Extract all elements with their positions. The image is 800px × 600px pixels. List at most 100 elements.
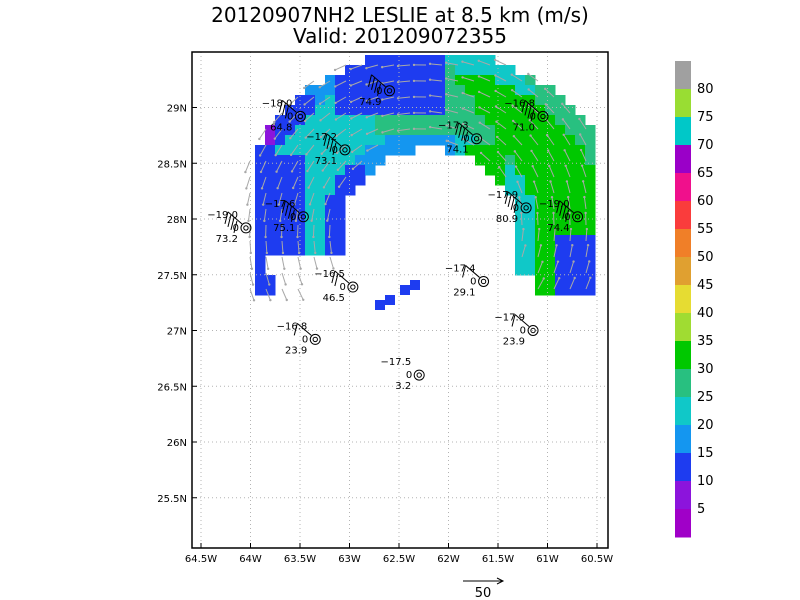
station-temp: −16.8: [504, 98, 535, 109]
wind-barb-flag: [521, 100, 526, 113]
station-marker: [240, 222, 252, 234]
field-cell: [535, 275, 546, 286]
field-cell: [545, 255, 556, 266]
wind-vector: [289, 128, 299, 139]
field-cell: [535, 125, 546, 136]
wind-vector-head: [380, 65, 384, 69]
wind-barb-flag: [326, 136, 331, 149]
wind-vector-head: [303, 103, 306, 106]
field-cell: [445, 55, 456, 66]
wind-vector: [334, 64, 347, 71]
wind-vector: [260, 160, 267, 173]
field-cell: [515, 245, 526, 256]
field-cell: [345, 155, 356, 166]
colorbar-swatch: [675, 509, 691, 538]
wind-vector-head: [349, 84, 353, 87]
wind-vector-head: [275, 170, 278, 173]
wind-vector: [578, 118, 587, 130]
wind-vector: [311, 208, 315, 221]
field-cell: [255, 245, 266, 256]
field-cell: [515, 85, 526, 96]
wind-vector: [297, 240, 300, 253]
wind-barb-flag: [278, 100, 283, 113]
station-marker: [347, 281, 359, 293]
wind-vector: [582, 181, 587, 194]
field-cell: [265, 125, 276, 136]
field-cell: [525, 255, 536, 266]
field-cell: [485, 135, 496, 146]
wind-vector: [569, 245, 573, 258]
wind-vector: [265, 256, 269, 269]
wind-vector: [366, 128, 379, 135]
colorbar-swatch: [675, 481, 691, 510]
wind-vector: [336, 144, 347, 154]
wind-vector-head: [396, 129, 400, 132]
lon-tick-label: 61.5W: [482, 554, 514, 565]
field-cell: [365, 105, 376, 116]
field-cell: [485, 165, 496, 176]
colorbar-swatch: [675, 453, 691, 482]
wind-vector-head: [514, 165, 518, 168]
wind-vector: [585, 261, 590, 274]
wind-vector: [281, 256, 285, 269]
latitude-axis: 29N 28.5N 28N 27.5N 27N 26.5N 26N 25.5N: [157, 104, 197, 505]
field-cell: [545, 115, 556, 126]
wind-vector: [511, 74, 523, 82]
field-cell: [355, 145, 366, 156]
wind-barb: [507, 191, 523, 205]
field-cell: [405, 105, 416, 116]
wind-vector-head: [258, 154, 262, 157]
field-cell: [315, 155, 326, 166]
wind-vector-head: [548, 164, 551, 168]
field-cell: [305, 115, 316, 126]
wind-vector: [351, 144, 363, 153]
wind-vector-head: [545, 133, 549, 137]
wind-vector-head: [276, 186, 279, 190]
station-dir: 0: [287, 111, 293, 122]
wind-vector: [478, 75, 491, 82]
field-cell: [345, 165, 356, 176]
wind-vector-head: [412, 63, 416, 67]
wind-barb-flag: [458, 125, 463, 138]
field-cell: [275, 245, 286, 256]
field-cell: [285, 225, 296, 236]
gridlines: [192, 52, 608, 548]
wind-vector: [446, 62, 459, 66]
wind-vector-head: [445, 93, 448, 96]
field-cell: [545, 105, 556, 116]
field-cell: [285, 135, 296, 146]
field-cell: [285, 185, 296, 196]
field-cell: [285, 195, 296, 206]
field-cell: [565, 155, 576, 166]
colorbar-label: 65: [697, 166, 714, 181]
wind-vector: [494, 59, 507, 66]
station-marker-inner: [574, 214, 581, 220]
wind-vector: [244, 160, 251, 173]
wind-vector: [517, 181, 523, 194]
field-cell: [355, 75, 366, 86]
colorbar: 80 75 70 65 60 55 50 45 40 35 30 25 20 15 10 5: [675, 61, 714, 538]
wind-barb-flag: [513, 200, 518, 213]
station-speed: 73.1: [315, 156, 337, 167]
wind-vector: [579, 134, 587, 146]
field-cell: [475, 135, 486, 146]
lat-tick-label: 26.5N: [157, 382, 187, 393]
field-cell: [295, 245, 306, 256]
wind-vector-head: [306, 169, 309, 173]
field-cell: [575, 175, 586, 186]
field-cell: [505, 75, 516, 86]
station: −17.4 029.1: [445, 263, 490, 298]
field-cell: [535, 135, 546, 146]
wind-vector: [479, 106, 491, 114]
field-cell: [255, 205, 266, 216]
wind-barb-flag: [293, 323, 298, 336]
field-cell: [305, 235, 316, 246]
field-cell: [425, 125, 436, 136]
field-cell: [265, 245, 276, 256]
colorbar-label: 35: [697, 334, 714, 349]
wind-vector: [308, 176, 315, 188]
wind-vector-head: [493, 58, 497, 62]
wind-barb-flag: [368, 74, 372, 87]
field-cell: [505, 125, 516, 136]
field-cell: [515, 125, 526, 136]
